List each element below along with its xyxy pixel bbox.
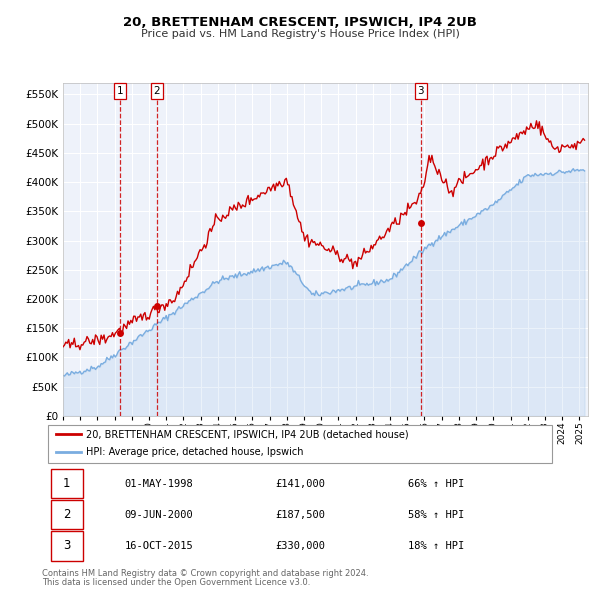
Text: 1: 1 <box>117 86 124 96</box>
Text: 3: 3 <box>63 539 71 552</box>
Text: 1: 1 <box>63 477 71 490</box>
Text: Price paid vs. HM Land Registry's House Price Index (HPI): Price paid vs. HM Land Registry's House … <box>140 30 460 39</box>
Text: 18% ↑ HPI: 18% ↑ HPI <box>408 541 464 551</box>
Text: 20, BRETTENHAM CRESCENT, IPSWICH, IP4 2UB (detached house): 20, BRETTENHAM CRESCENT, IPSWICH, IP4 2U… <box>86 430 409 440</box>
Text: 09-JUN-2000: 09-JUN-2000 <box>125 510 193 520</box>
Text: 2: 2 <box>63 508 71 522</box>
Text: 66% ↑ HPI: 66% ↑ HPI <box>408 478 464 489</box>
Text: This data is licensed under the Open Government Licence v3.0.: This data is licensed under the Open Gov… <box>42 578 310 587</box>
FancyBboxPatch shape <box>50 532 83 560</box>
Text: 58% ↑ HPI: 58% ↑ HPI <box>408 510 464 520</box>
Text: 01-MAY-1998: 01-MAY-1998 <box>125 478 193 489</box>
FancyBboxPatch shape <box>50 469 83 498</box>
Text: Contains HM Land Registry data © Crown copyright and database right 2024.: Contains HM Land Registry data © Crown c… <box>42 569 368 578</box>
FancyBboxPatch shape <box>50 500 83 529</box>
Text: 2: 2 <box>154 86 160 96</box>
Text: £141,000: £141,000 <box>275 478 325 489</box>
Text: 16-OCT-2015: 16-OCT-2015 <box>125 541 193 551</box>
Text: 20, BRETTENHAM CRESCENT, IPSWICH, IP4 2UB: 20, BRETTENHAM CRESCENT, IPSWICH, IP4 2U… <box>123 16 477 29</box>
Text: £187,500: £187,500 <box>275 510 325 520</box>
Text: £330,000: £330,000 <box>275 541 325 551</box>
Text: 3: 3 <box>418 86 424 96</box>
Text: HPI: Average price, detached house, Ipswich: HPI: Average price, detached house, Ipsw… <box>86 447 304 457</box>
FancyBboxPatch shape <box>48 425 552 463</box>
